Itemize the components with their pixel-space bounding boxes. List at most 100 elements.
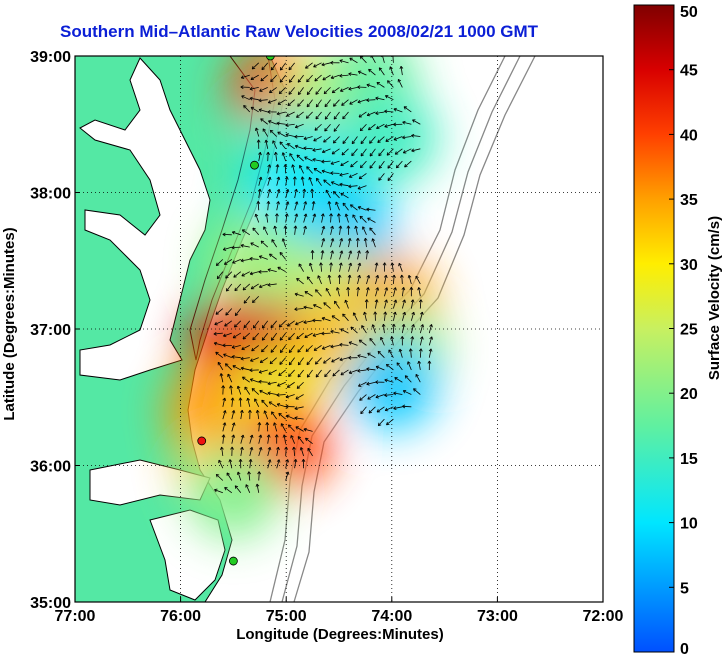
velocity-arrow-head xyxy=(411,150,415,153)
velocity-arrow-head xyxy=(275,164,279,168)
velocity-arrow xyxy=(321,226,325,235)
velocity-arrow xyxy=(285,123,295,126)
velocity-arrow-head xyxy=(393,137,397,141)
velocity-arrow xyxy=(295,123,304,128)
velocity-arrow-head xyxy=(269,176,272,181)
velocity-arrow xyxy=(360,406,367,414)
velocity-arrow-head xyxy=(332,140,335,144)
velocity-arrow xyxy=(249,271,259,275)
velocity-arrow-head xyxy=(359,397,361,401)
velocity-arrow xyxy=(223,246,232,251)
velocity-arrow-head xyxy=(322,213,325,217)
x-tick-label: 76:00 xyxy=(160,608,201,625)
velocity-arrow xyxy=(324,111,331,120)
velocity-arrow xyxy=(339,238,343,248)
velocity-arrow-head xyxy=(342,117,346,120)
velocity-arrow-head xyxy=(280,351,284,354)
velocity-arrow-head xyxy=(258,109,262,113)
velocity-arrow xyxy=(250,378,259,383)
velocity-arrow xyxy=(289,74,295,83)
velocity-arrow xyxy=(249,434,253,444)
velocity-arrow-head xyxy=(398,263,400,267)
velocity-arrow-head xyxy=(415,373,419,377)
velocity-arrow-head xyxy=(339,73,343,77)
velocity-arrow-head xyxy=(330,262,333,266)
velocity-arrow xyxy=(306,111,313,119)
velocity-arrow-head xyxy=(237,471,241,475)
velocity-arrow-head xyxy=(214,341,218,344)
velocity-arrow xyxy=(287,99,295,106)
velocity-arrow-head xyxy=(316,375,320,378)
velocity-arrow xyxy=(248,471,251,481)
velocity-arrow-head xyxy=(402,299,406,303)
velocity-arrow xyxy=(272,140,278,149)
velocity-arrow xyxy=(384,110,394,113)
velocity-arrow xyxy=(254,398,260,407)
velocity-arrow-head xyxy=(232,230,236,233)
velocity-arrow-head xyxy=(240,366,244,369)
velocity-arrow xyxy=(214,320,224,326)
velocity-arrow xyxy=(267,392,277,395)
velocity-arrow-head xyxy=(274,152,276,156)
velocity-arrow-head xyxy=(290,435,294,438)
velocity-arrow xyxy=(351,136,358,145)
velocity-arrow-head xyxy=(216,264,220,266)
velocity-arrow-head xyxy=(267,446,271,450)
velocity-arrow-head xyxy=(300,447,304,450)
velocity-arrow-head xyxy=(384,110,388,114)
velocity-arrow-head xyxy=(231,410,235,413)
velocity-arrow-head xyxy=(249,96,253,99)
velocity-arrow-head xyxy=(384,262,387,266)
velocity-arrow-head xyxy=(404,164,406,168)
velocity-arrow-head xyxy=(299,165,303,168)
velocity-arrow-head xyxy=(241,446,244,451)
velocity-arrow xyxy=(303,428,313,432)
colorbar-ticks: 0 5 10 15 20 25 30 35 40 45 50 xyxy=(669,4,698,658)
velocity-arrow-head xyxy=(405,375,409,377)
velocity-arrow xyxy=(249,258,259,260)
velocity-arrow-head xyxy=(285,406,289,409)
velocity-arrow xyxy=(303,320,313,323)
velocity-arrow-head xyxy=(269,89,271,93)
velocity-arrow xyxy=(377,136,385,143)
velocity-arrow-head xyxy=(312,318,316,321)
velocity-arrow xyxy=(392,56,394,63)
velocity-arrow xyxy=(401,312,406,321)
velocity-arrow-head xyxy=(221,446,224,450)
velocity-arrow-head xyxy=(369,154,374,157)
velocity-arrow-head xyxy=(398,262,402,266)
velocity-arrow xyxy=(400,66,403,76)
velocity-arrow-head xyxy=(312,157,316,160)
velocity-arrow-head xyxy=(222,232,226,235)
velocity-arrow xyxy=(348,87,358,90)
velocity-arrow xyxy=(223,353,232,359)
velocity-arrow-head xyxy=(410,299,414,303)
velocity-arrow-head xyxy=(378,154,382,157)
velocity-arrow-head xyxy=(299,447,302,451)
velocity-arrow-head xyxy=(339,60,343,63)
velocity-arrow-head xyxy=(273,225,276,230)
velocity-arrow-head xyxy=(360,142,364,145)
velocity-arrow xyxy=(386,364,394,371)
velocity-arrow-head xyxy=(240,397,243,401)
velocity-arrow-head xyxy=(344,213,347,217)
velocity-arrow xyxy=(297,436,304,444)
velocity-arrow-head xyxy=(303,305,307,308)
velocity-arrow xyxy=(294,189,297,199)
y-tick-label: 36:00 xyxy=(30,459,71,476)
velocity-arrow xyxy=(258,422,260,432)
velocity-arrow-head xyxy=(366,383,370,386)
velocity-arrow xyxy=(245,484,251,493)
velocity-arrow-head xyxy=(218,361,222,364)
velocity-arrow xyxy=(265,139,269,149)
velocity-arrow-head xyxy=(357,99,361,103)
velocity-arrow-head xyxy=(418,348,422,352)
velocity-arrow-head xyxy=(231,422,235,426)
velocity-arrow xyxy=(384,287,388,297)
velocity-arrow-head xyxy=(393,299,397,303)
velocity-arrow-head xyxy=(376,262,379,266)
velocity-arrow xyxy=(288,345,295,353)
velocity-arrow xyxy=(215,351,224,358)
velocity-arrow-head xyxy=(375,96,379,99)
velocity-arrow xyxy=(285,471,289,481)
